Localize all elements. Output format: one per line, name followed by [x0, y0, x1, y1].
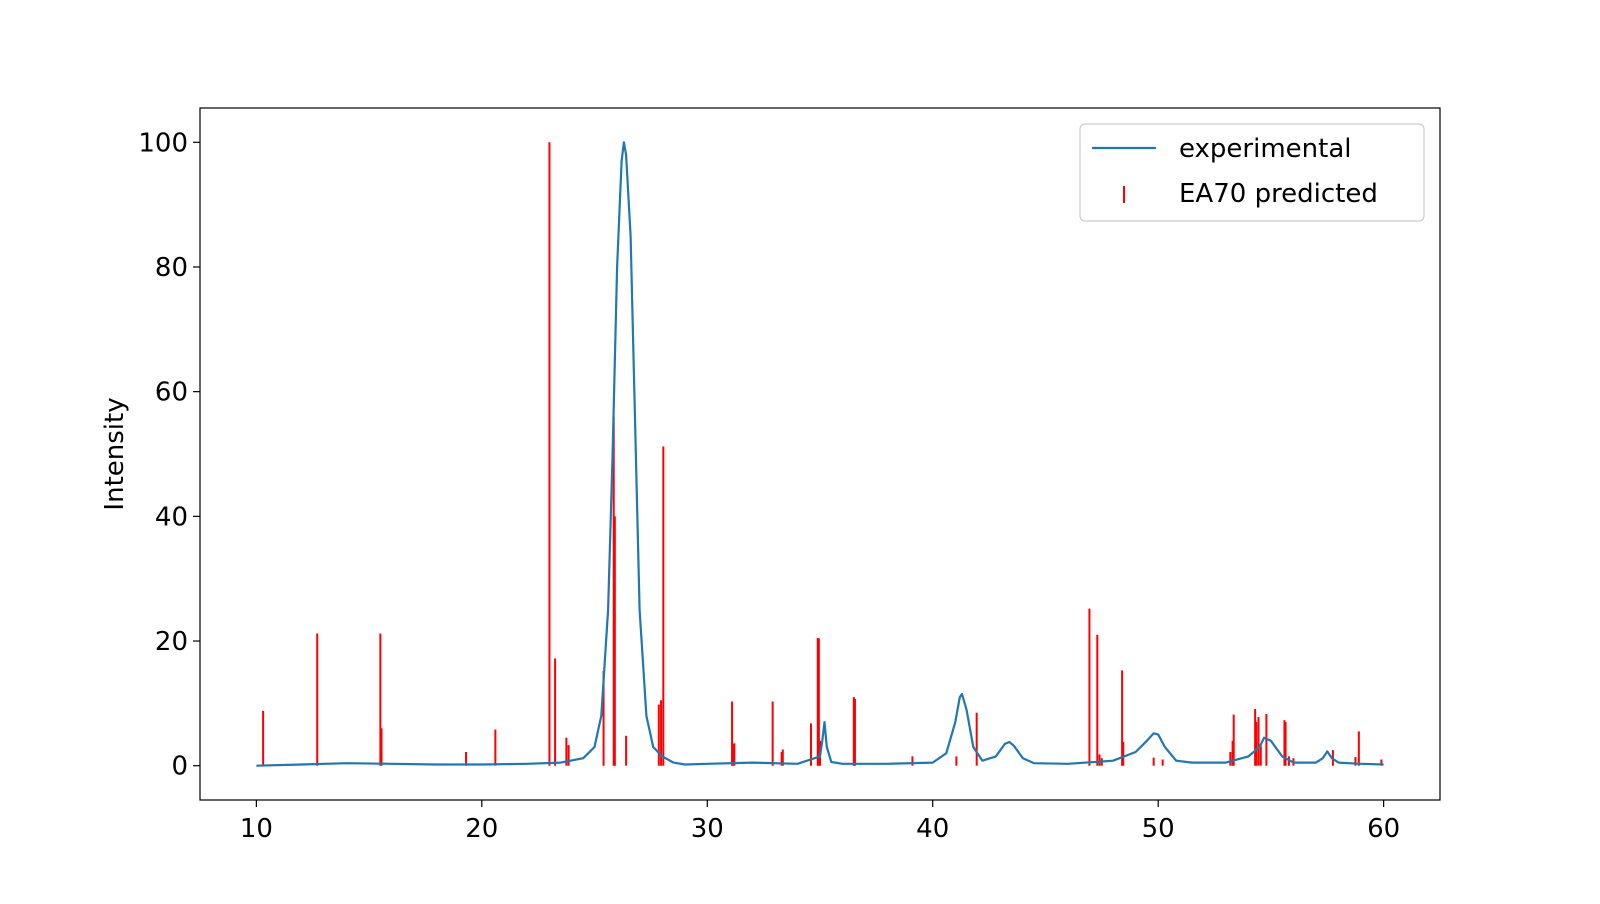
y-tick-label: 40 [155, 502, 188, 532]
axis-ticks: 10 20 30 40 50 60 0 20 40 60 80 100 [138, 128, 1400, 844]
axes-frame [199, 107, 1441, 801]
y-axis-label: Intensity [100, 397, 130, 510]
y-tick-label: 100 [138, 128, 188, 158]
legend-label-experimental: experimental [1179, 134, 1352, 164]
legend: experimental EA70 predicted [1079, 123, 1425, 222]
plot-area [256, 141, 1384, 767]
y-tick-label: 20 [155, 627, 188, 657]
x-tick-label: 30 [691, 814, 724, 844]
x-tick-label: 50 [1142, 814, 1175, 844]
experimental-line [256, 141, 1384, 767]
y-tick-label: 60 [155, 378, 188, 408]
x-tick-label: 60 [1367, 814, 1400, 844]
x-tick-label: 40 [916, 814, 949, 844]
x-tick-label: 20 [465, 814, 498, 844]
y-tick-label: 0 [171, 752, 188, 782]
legend-box [1079, 123, 1425, 222]
y-tick-label: 80 [155, 253, 188, 283]
x-tick-label: 10 [240, 814, 273, 844]
legend-label-ea70-predicted: EA70 predicted [1179, 179, 1378, 209]
